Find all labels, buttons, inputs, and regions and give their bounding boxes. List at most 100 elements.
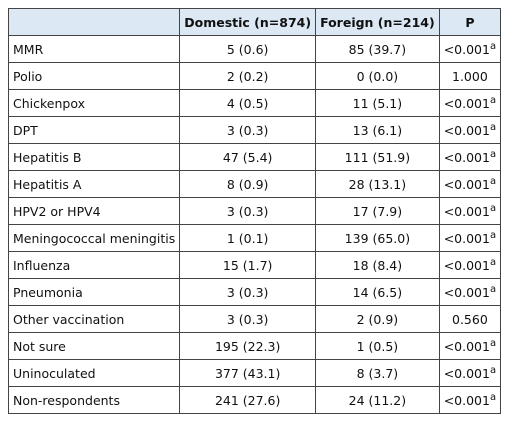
row-label: Polio bbox=[7, 62, 181, 90]
p-value: <0.001 bbox=[443, 284, 490, 300]
p-value-cell: 0.560 bbox=[438, 305, 502, 333]
p-value-cell: <0.001a bbox=[438, 251, 502, 279]
footnote-mark: a bbox=[489, 256, 497, 268]
row-label: HPV2 or HPV4 bbox=[7, 197, 181, 225]
p-value-cell: <0.001a bbox=[438, 224, 502, 252]
p-value-cell: <0.001a bbox=[438, 332, 502, 360]
foreign-cell: 0 (0.0) bbox=[315, 62, 440, 90]
p-value-cell: <0.001a bbox=[438, 35, 502, 63]
footnote-mark: a bbox=[489, 364, 497, 376]
domestic-cell: 377 (43.1) bbox=[179, 359, 317, 387]
column-header: Domestic (n=874) bbox=[179, 8, 317, 36]
domestic-cell: 1 (0.1) bbox=[179, 224, 317, 252]
p-value-cell: <0.001a bbox=[438, 359, 502, 387]
domestic-cell: 5 (0.6) bbox=[179, 35, 317, 63]
table-row: HPV2 or HPV4 3 (0.3) 17 (7.9) <0.001a bbox=[7, 197, 502, 225]
row-label: Hepatitis A bbox=[7, 170, 181, 198]
domestic-cell: 3 (0.3) bbox=[179, 116, 317, 144]
foreign-cell: 2 (0.9) bbox=[315, 305, 440, 333]
foreign-cell: 85 (39.7) bbox=[315, 35, 440, 63]
p-value: <0.001 bbox=[443, 257, 490, 273]
foreign-cell: 17 (7.9) bbox=[315, 197, 440, 225]
row-label: Other vaccination bbox=[7, 305, 181, 333]
p-value: 1.000 bbox=[452, 68, 488, 84]
domestic-cell: 15 (1.7) bbox=[179, 251, 317, 279]
column-header bbox=[7, 8, 181, 36]
row-label: Uninoculated bbox=[7, 359, 181, 387]
p-value: <0.001 bbox=[443, 149, 490, 165]
p-value: <0.001 bbox=[443, 122, 490, 138]
p-value: <0.001 bbox=[443, 41, 490, 57]
table-row: DPT 3 (0.3) 13 (6.1) <0.001a bbox=[7, 116, 502, 144]
p-value: <0.001 bbox=[443, 230, 490, 246]
row-label: Hepatitis B bbox=[7, 143, 181, 171]
row-label: MMR bbox=[7, 35, 181, 63]
foreign-cell: 14 (6.5) bbox=[315, 278, 440, 306]
p-value: <0.001 bbox=[443, 365, 490, 381]
row-label: Chickenpox bbox=[7, 89, 181, 117]
p-value-cell: <0.001a bbox=[438, 278, 502, 306]
p-value-cell: <0.001a bbox=[438, 170, 502, 198]
table-row: Hepatitis B 47 (5.4) 111 (51.9) <0.001a bbox=[7, 143, 502, 171]
foreign-cell: 139 (65.0) bbox=[315, 224, 440, 252]
row-label: Meningococcal meningitis bbox=[7, 224, 181, 252]
foreign-cell: 111 (51.9) bbox=[315, 143, 440, 171]
footnote-mark: a bbox=[489, 40, 497, 52]
footnote-mark: a bbox=[489, 94, 497, 106]
foreign-cell: 13 (6.1) bbox=[315, 116, 440, 144]
p-value-cell: <0.001a bbox=[438, 197, 502, 225]
domestic-cell: 3 (0.3) bbox=[179, 278, 317, 306]
row-label: Not sure bbox=[7, 332, 181, 360]
foreign-cell: 1 (0.5) bbox=[315, 332, 440, 360]
row-label: Influenza bbox=[7, 251, 181, 279]
p-value: <0.001 bbox=[443, 176, 490, 192]
header-row: Domestic (n=874) Foreign (n=214) P bbox=[7, 8, 502, 36]
table-row: Not sure 195 (22.3) 1 (0.5) <0.001a bbox=[7, 332, 502, 360]
p-value: <0.001 bbox=[443, 392, 490, 408]
p-value: <0.001 bbox=[443, 203, 490, 219]
column-header: Foreign (n=214) bbox=[315, 8, 440, 36]
p-value-cell: <0.001a bbox=[438, 143, 502, 171]
foreign-cell: 24 (11.2) bbox=[315, 386, 440, 414]
foreign-cell: 8 (3.7) bbox=[315, 359, 440, 387]
row-label: DPT bbox=[7, 116, 181, 144]
p-value-cell: <0.001a bbox=[438, 386, 502, 414]
domestic-cell: 2 (0.2) bbox=[179, 62, 317, 90]
table-row: Polio 2 (0.2) 0 (0.0) 1.000 bbox=[7, 62, 502, 90]
footnote-mark: a bbox=[489, 175, 497, 187]
domestic-cell: 3 (0.3) bbox=[179, 197, 317, 225]
foreign-cell: 11 (5.1) bbox=[315, 89, 440, 117]
footnote-mark: a bbox=[489, 202, 497, 214]
table-row: Meningococcal meningitis 1 (0.1) 139 (65.0… bbox=[7, 224, 502, 252]
row-label: Non-respondents bbox=[7, 386, 181, 414]
footnote-mark: a bbox=[489, 337, 497, 349]
p-value: <0.001 bbox=[443, 338, 490, 354]
domestic-cell: 8 (0.9) bbox=[179, 170, 317, 198]
footnote-mark: a bbox=[489, 148, 497, 160]
table-row: Chickenpox 4 (0.5) 11 (5.1) <0.001a bbox=[7, 89, 502, 117]
table-row: Influenza 15 (1.7) 18 (8.4) <0.001a bbox=[7, 251, 502, 279]
column-header: P bbox=[438, 8, 502, 36]
table-row: Pneumonia 3 (0.3) 14 (6.5) <0.001a bbox=[7, 278, 502, 306]
table-row: Uninoculated 377 (43.1) 8 (3.7) <0.001a bbox=[7, 359, 502, 387]
table-row: Non-respondents 241 (27.6) 24 (11.2) <0.001… bbox=[7, 386, 502, 414]
vaccination-table: Domestic (n=874) Foreign (n=214) P MMR 5 (0… bbox=[7, 8, 502, 414]
p-value-cell: <0.001a bbox=[438, 116, 502, 144]
p-value: <0.001 bbox=[443, 95, 490, 111]
row-label: Pneumonia bbox=[7, 278, 181, 306]
foreign-cell: 18 (8.4) bbox=[315, 251, 440, 279]
domestic-cell: 3 (0.3) bbox=[179, 305, 317, 333]
p-value-cell: <0.001a bbox=[438, 89, 502, 117]
table-row: MMR 5 (0.6) 85 (39.7) <0.001a bbox=[7, 35, 502, 63]
p-value-cell: 1.000 bbox=[438, 62, 502, 90]
p-value: 0.560 bbox=[452, 311, 488, 327]
domestic-cell: 241 (27.6) bbox=[179, 386, 317, 414]
table-row: Other vaccination 3 (0.3) 2 (0.9) 0.560 bbox=[7, 305, 502, 333]
domestic-cell: 47 (5.4) bbox=[179, 143, 317, 171]
domestic-cell: 4 (0.5) bbox=[179, 89, 317, 117]
foreign-cell: 28 (13.1) bbox=[315, 170, 440, 198]
footnote-mark: a bbox=[489, 229, 497, 241]
footnote-mark: a bbox=[489, 283, 497, 295]
